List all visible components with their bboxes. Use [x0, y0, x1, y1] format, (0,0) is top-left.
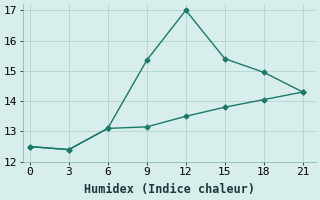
X-axis label: Humidex (Indice chaleur): Humidex (Indice chaleur) — [84, 183, 255, 196]
